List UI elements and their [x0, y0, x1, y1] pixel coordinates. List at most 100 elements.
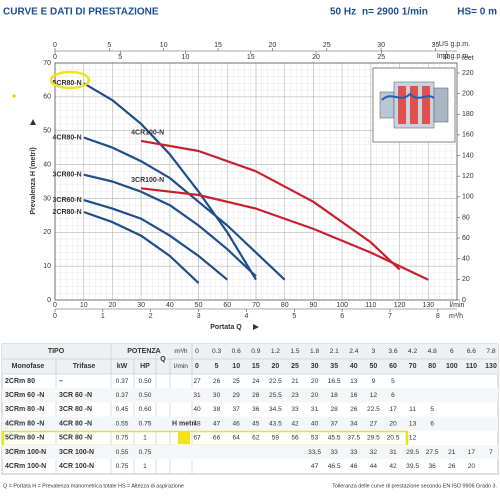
x-tick-label: 70 [252, 302, 260, 309]
top-axis-tick-label: 15 [214, 42, 222, 49]
q-m3h: 4.8 [428, 348, 437, 355]
y-axis-arrow [30, 119, 36, 125]
table-header: Monofase [12, 363, 45, 370]
q-m3h: 1.5 [290, 348, 299, 355]
y2-unit: feet [462, 55, 474, 62]
m3h-tick-label: 4 [244, 313, 248, 320]
q-lmin: 60 [389, 363, 397, 370]
table-header: HP [140, 363, 150, 370]
head-value: 5 [391, 378, 395, 385]
head-value: 40 [311, 420, 319, 427]
head-value: 67 [193, 435, 201, 442]
q-m3h: 0.6 [232, 348, 241, 355]
head-value: 27.5 [426, 449, 439, 456]
q-lmin: 20 [272, 363, 280, 370]
monofase: 4CRm 100-N [5, 463, 46, 470]
plot-frame [54, 62, 458, 301]
head-value: 26 [350, 406, 358, 413]
m3h-tick-label: 1 [101, 313, 105, 320]
head-value: 13 [409, 420, 417, 427]
performance-curve [140, 139, 401, 271]
trifase: 3CR 100-N [59, 449, 94, 456]
m3h-tick-label: 0 [53, 313, 57, 320]
head-value: 43.5 [269, 420, 282, 427]
pump-motor [433, 87, 449, 123]
head-value: 17 [468, 449, 476, 456]
q-m3h: 2.1 [330, 348, 339, 355]
y-tick-label: 10 [43, 263, 51, 270]
q-lmin: 15 [252, 363, 260, 370]
head-value: 53 [311, 435, 319, 442]
trifase: 5CR 80 -N [59, 435, 92, 442]
performance-curve [83, 210, 200, 284]
top-axis-tick-label: 20 [269, 42, 277, 49]
head-value: 34.5 [269, 406, 282, 413]
head-value: 28 [331, 406, 339, 413]
impeller [410, 86, 418, 124]
head-value: 27 [370, 420, 378, 427]
head-value: 30 [213, 392, 221, 399]
m3h-tick-label: 5 [292, 313, 296, 320]
x-tick-label: 50 [195, 302, 203, 309]
top-axis-tick-label: 0 [53, 54, 57, 61]
table-header: Q [160, 356, 166, 363]
head-value: 39.5 [406, 463, 419, 470]
kw: 0.37 [116, 378, 129, 385]
head-value: 32 [370, 449, 378, 456]
table-header: kW [117, 363, 128, 370]
q-m3h: 1.8 [310, 348, 319, 355]
top-axis-tick-label: 15 [247, 54, 255, 61]
head-value: 42 [389, 463, 397, 470]
head-value: 31 [311, 406, 319, 413]
x-tick-label: 60 [223, 302, 231, 309]
top-axis-tick-label: 10 [182, 54, 190, 61]
hp: 0.75 [139, 449, 152, 456]
head-value: 6 [430, 420, 434, 427]
x-tick-label: 30 [137, 302, 145, 309]
q-m3h: 2.4 [349, 348, 358, 355]
performance-curve [83, 136, 286, 281]
head-value: 47 [213, 420, 221, 427]
q-m3h: 3 [372, 348, 376, 355]
head-value: 31 [389, 449, 397, 456]
data-table: TIPO POTENZA Monofase Trifase kW HP Qm³/h l/min… [1, 343, 499, 475]
head-value: 29.5 [367, 435, 380, 442]
x-tick-label: 110 [365, 302, 376, 309]
head-value: 20 [311, 392, 319, 399]
top-axis-tick-label: 35 [432, 42, 440, 49]
trifase: 4CR 80 -N [59, 420, 92, 427]
head-value: 33.5 [308, 449, 321, 456]
x-axis-title: Portata Q [210, 324, 242, 331]
y2-tick-label: 200 [462, 90, 474, 97]
head-value: 23 [291, 392, 299, 399]
top-axis-tick-label: 10 [160, 42, 168, 49]
table-header: TIPO [48, 348, 65, 355]
curve-label: 4CR100-N [131, 130, 164, 137]
curve-label: 3CR80-N [53, 172, 82, 179]
x-tick-label: 10 [80, 302, 88, 309]
hp: 0.75 [139, 420, 152, 427]
q-lmin: 110 [466, 363, 477, 370]
trifase: 3CR 80 -N [59, 406, 92, 413]
x-tick-label: 20 [109, 302, 117, 309]
head-value: 37.5 [347, 435, 360, 442]
head-value: 24 [252, 378, 260, 385]
top-axis-tick-label: 5 [107, 42, 111, 49]
h-label: H metri [172, 421, 196, 428]
q-lmin: 0 [195, 363, 199, 370]
trifase: – [59, 378, 63, 385]
head-value: 17 [389, 406, 397, 413]
row-highlight-mark [178, 432, 190, 444]
curves: 5CR80-N 4CR80-N 3CR80-N 3CR60-N 2CR80-N 4CR10… [53, 80, 429, 284]
top-axis-tick-label: 20 [312, 54, 320, 61]
page-title: CURVE E DATI DI PRESTAZIONE [3, 7, 159, 18]
head-value: 47 [311, 463, 319, 470]
y-tick-label: 70 [43, 60, 51, 67]
x-unit: l/min [450, 302, 465, 309]
performance-curve [83, 173, 257, 278]
head-value: 25 [233, 378, 241, 385]
row-band [2, 416, 498, 431]
y2-tick-label: 220 [462, 70, 474, 77]
top-axis-tick-label: 5 [118, 54, 122, 61]
y-axis-title: Prevalenza H (metri) [30, 147, 37, 214]
